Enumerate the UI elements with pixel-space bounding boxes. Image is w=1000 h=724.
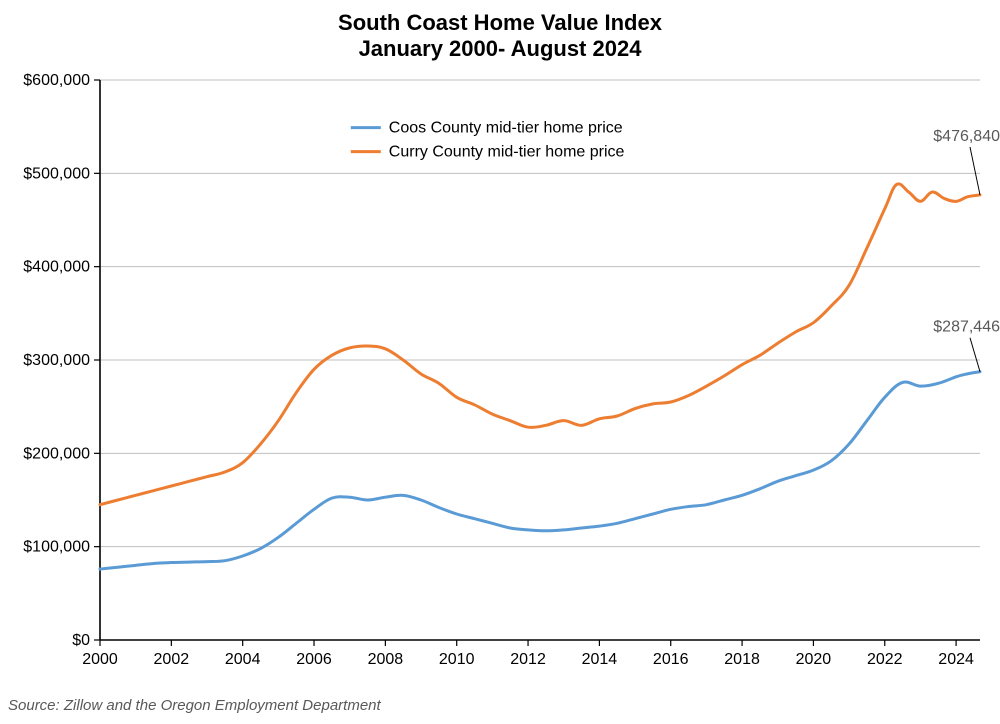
y-tick-label: $0: [72, 632, 90, 649]
y-tick-label: $300,000: [23, 352, 90, 369]
chart-container: South Coast Home Value Index January 200…: [0, 0, 1000, 724]
x-tick-label: 2016: [653, 651, 689, 668]
end-label-curry: $476,840: [933, 128, 1000, 145]
x-axis-ticks: 2000 2002 2004 2006 2008 2010 2012 2014 2016 2018…: [82, 640, 974, 668]
x-tick-label: 2010: [439, 651, 475, 668]
x-tick-label: 2004: [225, 651, 261, 668]
y-tick-label: $500,000: [23, 165, 90, 182]
source-text: Source: Zillow and the Oregon Employment…: [8, 697, 382, 714]
y-axis-ticks: $0 $100,000 $200,000 $300,000 $400,000 $500,0…: [23, 72, 100, 649]
x-tick-label: 2000: [82, 651, 118, 668]
y-tick-label: $200,000: [23, 445, 90, 462]
end-label-coos: $287,446: [933, 319, 1000, 336]
x-tick-label: 2024: [938, 651, 974, 668]
legend: Coos County mid-tier home price Curry Cou…: [351, 120, 625, 161]
x-tick-label: 2012: [510, 651, 546, 668]
x-tick-label: 2008: [368, 651, 404, 668]
y-tick-label: $600,000: [23, 72, 90, 89]
y-tick-label: $100,000: [23, 539, 90, 556]
x-tick-label: 2022: [867, 651, 903, 668]
series-line: [100, 184, 980, 505]
x-tick-label: 2020: [796, 651, 832, 668]
x-tick-label: 2006: [296, 651, 332, 668]
x-tick-label: 2014: [582, 651, 618, 668]
legend-label: Curry County mid-tier home price: [389, 144, 625, 161]
x-tick-label: 2018: [724, 651, 760, 668]
y-tick-label: $400,000: [23, 259, 90, 276]
end-labels: $476,840 $287,446: [933, 128, 1000, 372]
chart-title-line1: South Coast Home Value Index: [338, 10, 663, 35]
chart-svg: South Coast Home Value Index January 200…: [0, 0, 1000, 724]
legend-label: Coos County mid-tier home price: [389, 120, 623, 137]
x-tick-label: 2002: [154, 651, 190, 668]
line-series: [100, 184, 980, 569]
chart-title-line2: January 2000- August 2024: [359, 36, 643, 61]
